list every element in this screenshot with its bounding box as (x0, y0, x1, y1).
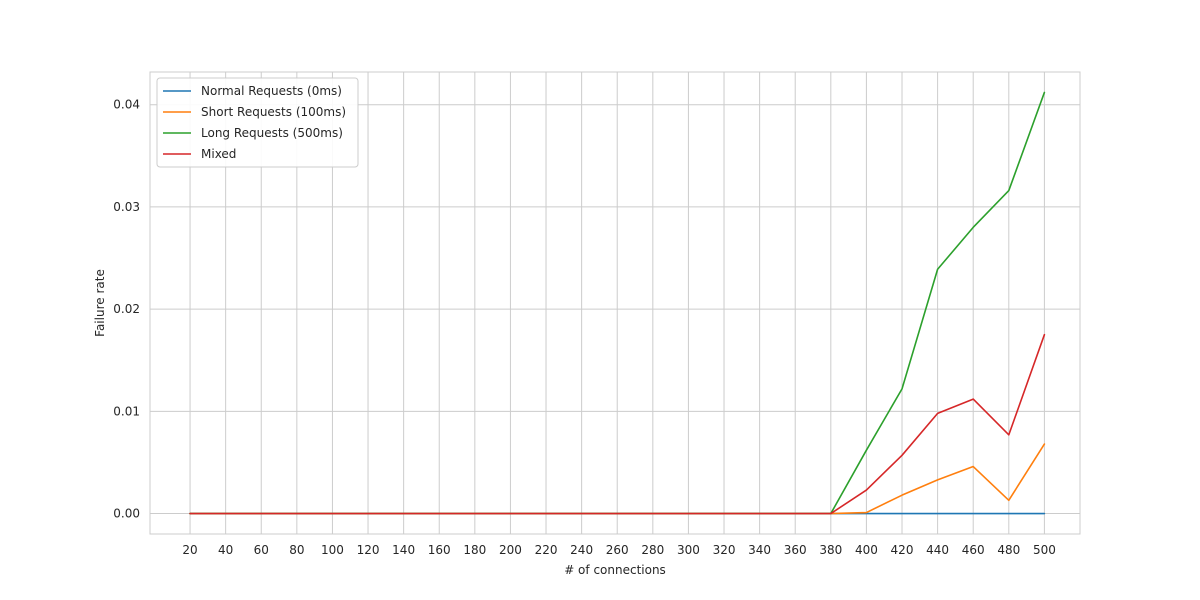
x-tick-label: 140 (392, 543, 415, 557)
x-tick-label: 120 (357, 543, 380, 557)
x-tick-label: 20 (182, 543, 197, 557)
x-tick-label: 460 (962, 543, 985, 557)
plot-frame (149, 71, 1081, 535)
x-tick-label: 440 (926, 543, 949, 557)
x-tick-label: 360 (784, 543, 807, 557)
legend-items: Normal Requests (0ms) Short Requests (100… (163, 84, 346, 161)
y-tick-label: 0.03 (113, 200, 140, 214)
x-tick-label: 220 (535, 543, 558, 557)
x-tick-label: 80 (289, 543, 304, 557)
x-tick-label: 100 (321, 543, 344, 557)
x-tick-label: 160 (428, 543, 451, 557)
x-tick-label: 40 (218, 543, 233, 557)
series-line-4 (189, 333, 1046, 515)
x-tick-label: 500 (1033, 543, 1056, 557)
x-tick-label: 260 (606, 543, 629, 557)
x-tick-label: 280 (641, 543, 664, 557)
y-tick-label: 0.00 (113, 507, 140, 521)
x-tick-label: 380 (819, 543, 842, 557)
legend-label: Mixed (201, 147, 236, 161)
legend-box (156, 77, 359, 168)
legend-label: Normal Requests (0ms) (201, 84, 342, 98)
x-tick-label: 240 (570, 543, 593, 557)
x-tick-label: 340 (748, 543, 771, 557)
x-axis-label: # of connections (564, 563, 666, 577)
legend: Normal Requests (0ms) Short Requests (100… (156, 77, 359, 168)
y-tick-label: 0.01 (113, 404, 140, 418)
x-tick-label: 420 (891, 543, 914, 557)
y-axis-label: Failure rate (93, 269, 107, 337)
x-tick-label: 180 (463, 543, 486, 557)
x-tick-label: 200 (499, 543, 522, 557)
x-tick-label: 480 (997, 543, 1020, 557)
x-tick-label: 60 (254, 543, 269, 557)
x-tick-label: 300 (677, 543, 700, 557)
x-tick-label: 400 (855, 543, 878, 557)
legend-label: Long Requests (500ms) (201, 126, 343, 140)
y-tick-label: 0.04 (113, 98, 140, 112)
x-tick-label: 320 (713, 543, 736, 557)
tick-label-layer: 20 40 60 80 100 120 140 160 180 200 220 240 260 280 30… (113, 98, 1056, 557)
y-tick-label: 0.02 (113, 302, 140, 316)
legend-label: Short Requests (100ms) (201, 105, 346, 119)
series-layer (189, 91, 1046, 515)
